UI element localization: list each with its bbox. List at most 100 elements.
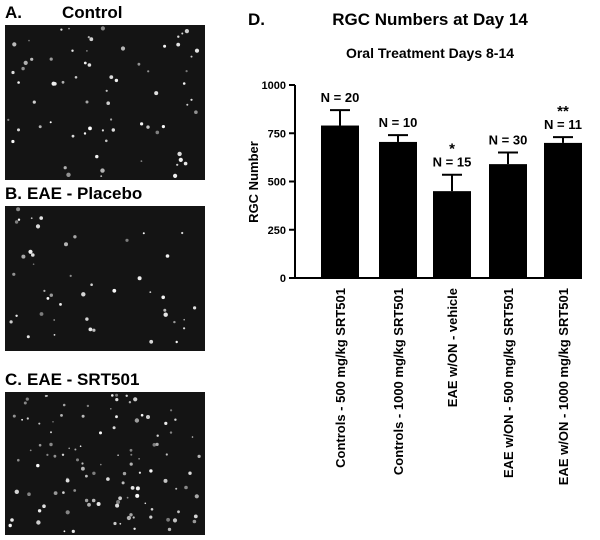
cell — [81, 462, 84, 465]
cell — [175, 340, 178, 344]
cell — [186, 103, 189, 106]
cell — [190, 98, 193, 101]
cell — [165, 453, 168, 456]
cell — [9, 320, 13, 324]
cell — [71, 529, 75, 534]
error-bar — [442, 173, 462, 192]
cell — [92, 328, 96, 332]
cell — [188, 471, 192, 475]
cell — [63, 530, 66, 533]
cell — [111, 128, 116, 132]
cell — [146, 415, 150, 419]
cell — [61, 453, 65, 456]
cell — [172, 518, 178, 523]
cell — [26, 335, 30, 339]
cell — [128, 401, 132, 404]
error-bar — [553, 136, 573, 143]
cell — [100, 26, 105, 31]
cell — [11, 70, 15, 75]
cell — [115, 415, 118, 419]
cell — [46, 395, 48, 397]
cell — [174, 418, 177, 421]
cell — [185, 70, 188, 73]
cell — [17, 81, 20, 84]
cell — [130, 453, 133, 456]
cell — [105, 139, 108, 143]
cell — [31, 253, 35, 257]
cell — [52, 421, 54, 423]
n-label: N = 11 — [544, 117, 582, 132]
bar — [379, 141, 417, 278]
cell — [73, 489, 77, 492]
cell — [28, 39, 30, 42]
cell — [138, 458, 140, 460]
cell — [161, 295, 165, 300]
cell — [114, 78, 119, 83]
cell — [112, 426, 116, 430]
cell — [146, 125, 150, 129]
cell — [150, 508, 154, 511]
cell — [60, 28, 63, 31]
cell — [152, 443, 157, 447]
cell — [99, 431, 102, 435]
cell — [79, 445, 82, 448]
micrograph — [5, 25, 205, 180]
cell — [138, 471, 141, 474]
error-bar — [498, 151, 518, 165]
x-tick-label: EAE w/ON - 1000 mg/kg SRT501 — [556, 288, 571, 485]
cell — [173, 320, 176, 324]
cell — [176, 163, 179, 166]
cell — [191, 436, 194, 438]
cell — [101, 129, 104, 132]
cell — [118, 496, 122, 501]
cell — [163, 478, 168, 483]
cell — [83, 132, 87, 135]
cell — [62, 403, 66, 407]
cell — [73, 235, 77, 239]
cell — [149, 339, 154, 344]
cell — [81, 414, 85, 418]
cell — [129, 448, 133, 452]
panel-label: D. — [248, 10, 265, 29]
cell — [125, 394, 128, 397]
cell — [51, 81, 56, 86]
cell — [161, 125, 165, 129]
cell — [14, 489, 19, 494]
micrograph-background — [5, 206, 205, 351]
n-label: N = 10 — [379, 115, 418, 130]
cell — [135, 493, 140, 498]
cell — [53, 319, 56, 321]
cell — [23, 401, 27, 405]
cell — [110, 408, 112, 410]
cell — [38, 422, 41, 425]
cell — [85, 100, 89, 104]
cell — [53, 454, 57, 458]
cell — [183, 161, 188, 166]
cell — [166, 517, 171, 522]
error-bar — [388, 134, 408, 142]
cell — [27, 492, 31, 497]
cell — [16, 207, 21, 212]
y-axis-label: RGC Number — [246, 141, 261, 223]
cell — [149, 469, 153, 473]
cell — [181, 231, 184, 235]
y-tick-label: 500 — [268, 177, 286, 189]
cell — [112, 288, 117, 293]
panel-title: EAE - SRT501 — [27, 370, 139, 389]
cell — [81, 466, 85, 471]
panel-label: A. — [5, 3, 22, 22]
cell — [63, 166, 67, 170]
cell — [132, 516, 135, 519]
cell — [183, 318, 185, 321]
cell — [184, 29, 189, 34]
cell — [36, 463, 40, 468]
cell — [121, 481, 125, 485]
bar — [489, 164, 527, 278]
cell — [60, 414, 63, 417]
cell — [178, 157, 183, 162]
cell — [176, 42, 181, 47]
panel-label: C. — [5, 370, 22, 389]
cell — [194, 494, 199, 499]
cell — [28, 249, 33, 254]
